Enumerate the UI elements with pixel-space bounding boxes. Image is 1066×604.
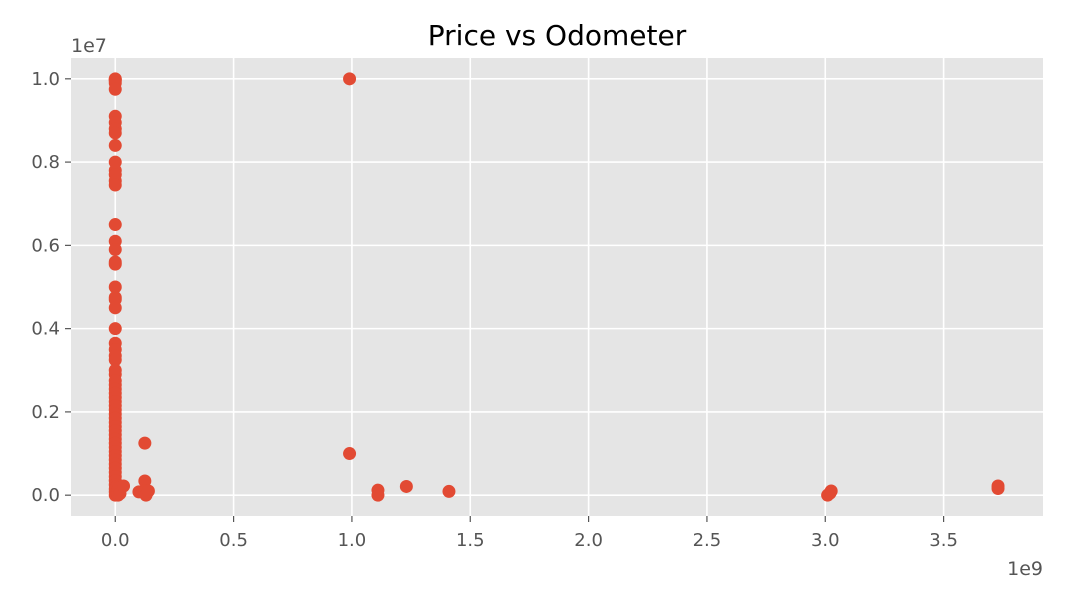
data-point <box>442 484 456 498</box>
x-tick-label: 3.5 <box>929 530 958 551</box>
x-tick-label: 1.0 <box>338 530 367 551</box>
data-point <box>108 257 122 271</box>
data-point <box>824 484 838 498</box>
y-offset-label: 1e7 <box>71 35 107 57</box>
x-tick-label: 3.0 <box>811 530 840 551</box>
x-tick-label: 0.0 <box>101 530 130 551</box>
data-point <box>138 436 152 450</box>
data-point <box>138 474 152 488</box>
data-point <box>108 243 122 257</box>
x-tick-label: 2.5 <box>693 530 722 551</box>
data-point <box>108 218 122 232</box>
data-point <box>108 82 122 96</box>
data-point <box>399 479 413 493</box>
data-point <box>108 353 122 367</box>
data-point <box>141 484 155 498</box>
data-point <box>343 447 357 461</box>
data-point <box>108 178 122 192</box>
y-tick-label: 0.4 <box>31 319 60 340</box>
data-point <box>108 126 122 140</box>
y-tick-label: 1.0 <box>31 69 60 90</box>
data-point <box>108 280 122 294</box>
data-point <box>117 479 131 493</box>
y-tick-label: 0.0 <box>31 485 60 506</box>
data-point <box>991 482 1005 496</box>
x-tick-label: 0.5 <box>219 530 248 551</box>
plot-area <box>71 58 1043 516</box>
y-tick-label: 0.8 <box>31 152 60 173</box>
data-point <box>108 322 122 336</box>
data-points <box>108 72 1005 502</box>
data-point <box>108 138 122 152</box>
x-tick-label: 2.0 <box>574 530 603 551</box>
data-point <box>371 488 385 502</box>
y-tick-label: 0.2 <box>31 402 60 423</box>
tick-labels: 0.0 0.5 1.0 1.5 2.0 2.5 3.0 3.5 0.0 0.2 0.4 0.6 0.8 1… <box>31 69 958 551</box>
y-tick-label: 0.6 <box>31 235 60 256</box>
grid-lines <box>71 58 1043 516</box>
data-point <box>108 301 122 315</box>
x-tick-label: 1.5 <box>456 530 485 551</box>
x-offset-label: 1e9 <box>1007 558 1043 580</box>
chart-title: Price vs Odometer <box>428 19 687 52</box>
data-point <box>343 72 357 86</box>
